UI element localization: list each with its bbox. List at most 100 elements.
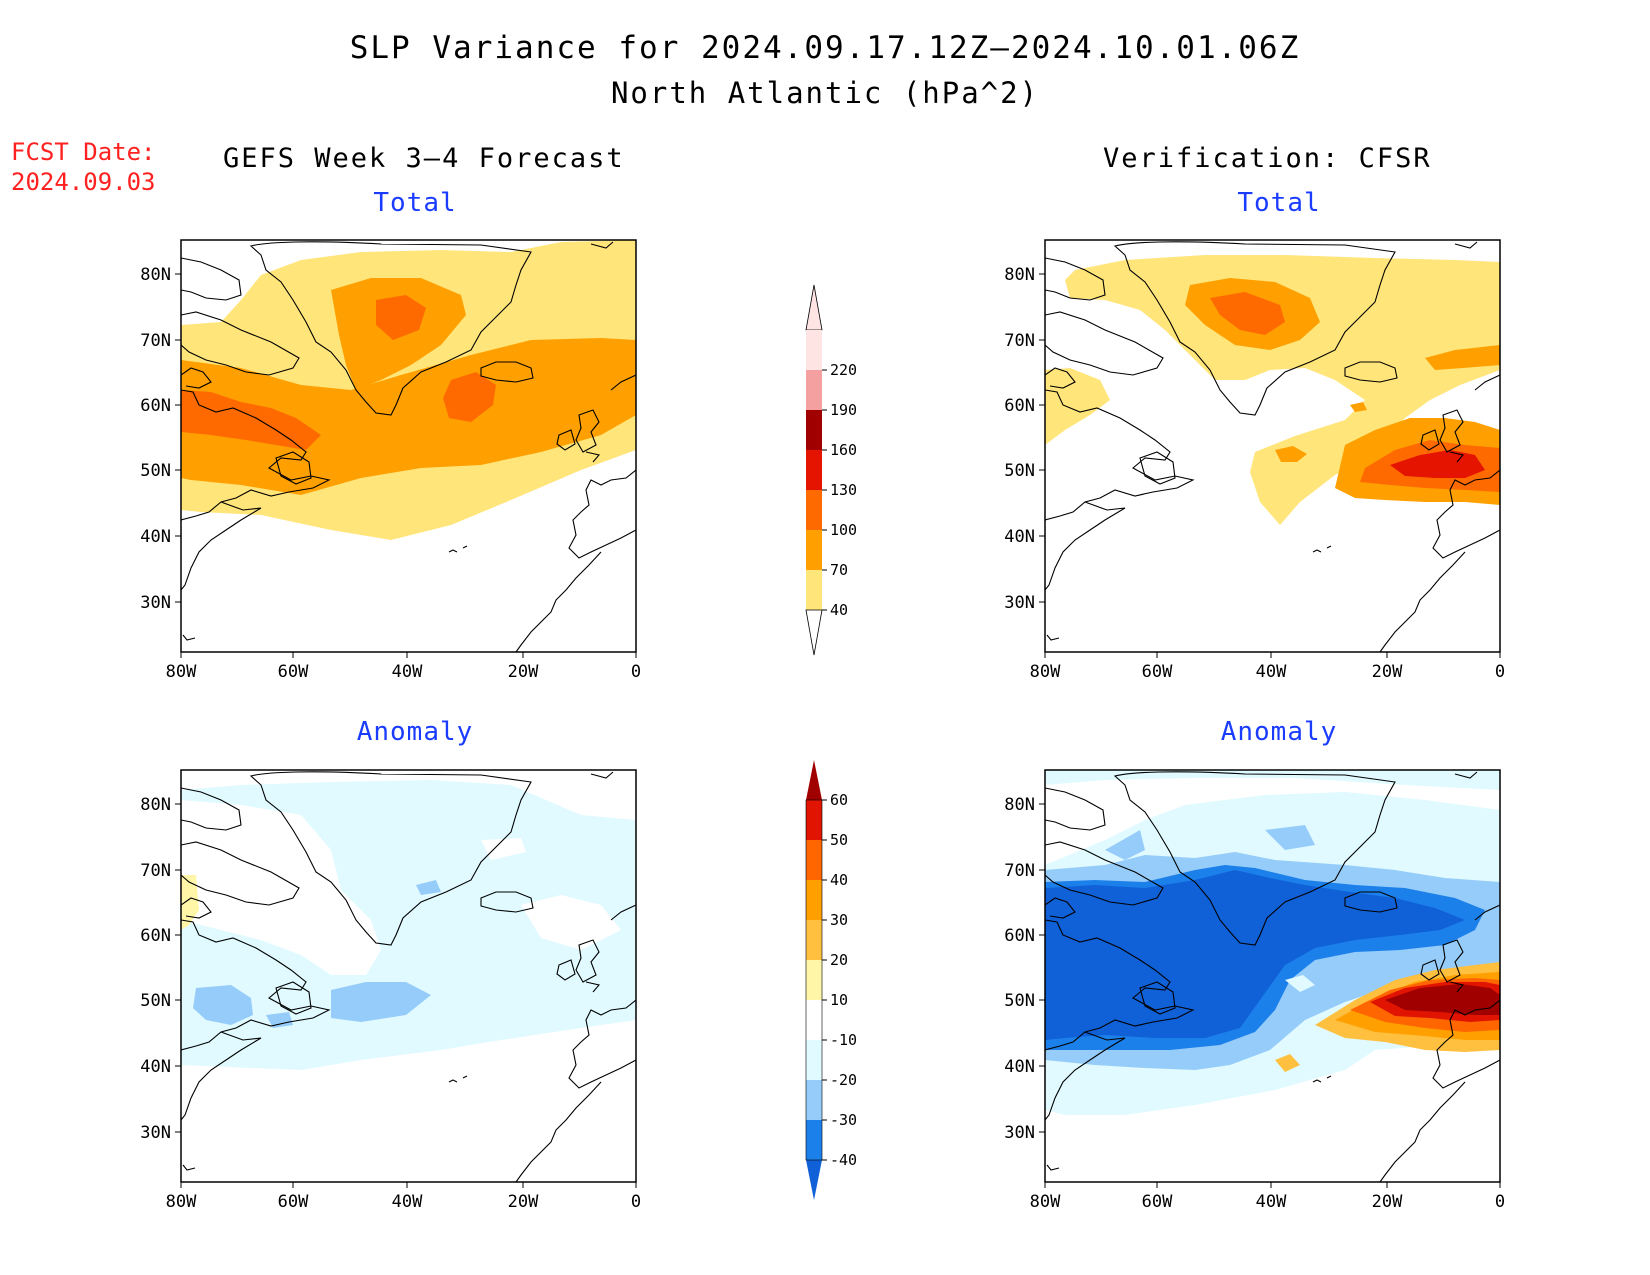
cfsr-anomaly-lon-label-80W: 80W bbox=[1030, 1192, 1061, 1212]
gefs-anomaly-shade-3 bbox=[181, 1020, 636, 1182]
cfsr-total-panel: 80N 70N 60N 50N 40N 30N 80W 60W 40W 20W 0 bbox=[1004, 239, 1505, 682]
gefs-anomaly-lon-label-80W: 80W bbox=[166, 1192, 197, 1212]
cfsr-total-lon-label-40W: 40W bbox=[1256, 662, 1287, 682]
anomaly-colorbar-box-4 bbox=[806, 920, 822, 960]
gefs-anomaly-shade-7 bbox=[416, 880, 441, 895]
total-colorbar-box-1 bbox=[806, 370, 822, 410]
gefs-total-shade-5 bbox=[181, 390, 321, 450]
anomaly-colorbar-top-arrow bbox=[806, 760, 822, 800]
cfsr-total-lat-label-30N: 30N bbox=[1004, 593, 1035, 613]
fcst-date-value: 2024.09.03 bbox=[11, 168, 156, 196]
cfsr-total-shade-0 bbox=[1065, 255, 1500, 525]
gefs-anomaly-frame bbox=[180, 769, 637, 1183]
total-colorbar-box-4 bbox=[806, 490, 822, 530]
gefs-total-lat-label-40N: 40N bbox=[140, 527, 171, 547]
total-colorbar-box-3 bbox=[806, 450, 822, 490]
cfsr-total-shade-7 bbox=[1210, 292, 1285, 335]
total-colorbar-label-5: 190 bbox=[830, 401, 857, 419]
cfsr-anomaly-shade-9 bbox=[1275, 1054, 1300, 1072]
main-title: SLP Variance for 2024.09.17.12Z–2024.10.… bbox=[349, 30, 1301, 66]
anomaly-colorbar: 60 50 40 30 20 10 -10 -20 -30 -40 bbox=[805, 760, 857, 1200]
gefs-anomaly-title: Anomaly bbox=[356, 717, 474, 747]
anomaly-colorbar-label-6: -10 bbox=[830, 1031, 857, 1049]
anomaly-colorbar-label-9: -40 bbox=[830, 1151, 857, 1169]
cfsr-anomaly-lat-label-40N: 40N bbox=[1004, 1057, 1035, 1077]
cfsr-anomaly-lon-label-20W: 20W bbox=[1372, 1192, 1403, 1212]
total-colorbar-box-0 bbox=[806, 330, 822, 370]
gefs-total-shade-4 bbox=[443, 372, 496, 422]
cfsr-total-lat-label-70N: 70N bbox=[1004, 331, 1035, 351]
anomaly-colorbar-box-8 bbox=[806, 1080, 822, 1120]
gefs-anomaly-lon-label-20W: 20W bbox=[508, 1192, 539, 1212]
cfsr-anomaly-shade-1 bbox=[1045, 770, 1500, 790]
gefs-total-lat-label-50N: 50N bbox=[140, 461, 171, 481]
cfsr-total-lon-label-20W: 20W bbox=[1372, 662, 1403, 682]
cfsr-anomaly-field bbox=[1045, 770, 1500, 1182]
gefs-total-lon-label-20W: 20W bbox=[508, 662, 539, 682]
gefs-heading: GEFS Week 3–4 Forecast bbox=[223, 143, 625, 174]
cfsr-total-frame bbox=[1044, 239, 1501, 653]
gefs-total-title: Total bbox=[373, 188, 457, 218]
total-colorbar-box-5 bbox=[806, 530, 822, 570]
cfsr-anomaly-lat-label-60N: 60N bbox=[1004, 926, 1035, 946]
gefs-total-lon-label-60W: 60W bbox=[278, 662, 309, 682]
gefs-anomaly-shade-4 bbox=[481, 838, 526, 860]
cfsr-anomaly-lon-label-0: 0 bbox=[1495, 1192, 1505, 1212]
anomaly-colorbar-label-5: 10 bbox=[830, 991, 848, 1009]
cfsr-anomaly-lon-label-40W: 40W bbox=[1256, 1192, 1287, 1212]
gefs-anomaly-shade-2 bbox=[521, 895, 621, 950]
gefs-anomaly-field bbox=[181, 770, 636, 1182]
cfsr-anomaly-shade-13 bbox=[1385, 984, 1500, 1015]
anomaly-colorbar-label-7: -20 bbox=[830, 1071, 857, 1089]
cfsr-total-shade-5 bbox=[1350, 402, 1367, 412]
cfsr-total-lat-label-60N: 60N bbox=[1004, 396, 1035, 416]
anomaly-colorbar-label-2: 40 bbox=[830, 871, 848, 889]
anomaly-colorbar-box-6 bbox=[806, 1000, 822, 1040]
total-colorbar-top-arrow bbox=[805, 284, 823, 331]
cfsr-anomaly-shade-4 bbox=[1265, 825, 1315, 850]
gefs-anomaly-shade-5 bbox=[193, 985, 253, 1025]
cfsr-anomaly-lat-label-80N: 80N bbox=[1004, 795, 1035, 815]
cfsr-anomaly-title: Anomaly bbox=[1220, 717, 1338, 747]
anomaly-colorbar-label-8: -30 bbox=[830, 1111, 857, 1129]
gefs-anomaly-lon-label-40W: 40W bbox=[392, 1192, 423, 1212]
cfsr-total-title: Total bbox=[1237, 188, 1321, 218]
gefs-anomaly-lat-label-70N: 70N bbox=[140, 861, 171, 881]
total-colorbar-label-0: 40 bbox=[830, 601, 848, 619]
cfsr-total-lat-label-50N: 50N bbox=[1004, 461, 1035, 481]
cfsr-total-lon-label-60W: 60W bbox=[1142, 662, 1173, 682]
gefs-anomaly-panel: 80N 70N 60N 50N 40N 30N 80W 60W 40W 20W 0 bbox=[140, 769, 641, 1212]
anomaly-colorbar-box-1 bbox=[806, 800, 822, 840]
cfsr-total-lat-label-40N: 40N bbox=[1004, 527, 1035, 547]
gefs-anomaly-lat-label-30N: 30N bbox=[140, 1123, 171, 1143]
total-colorbar-bottom-arrow bbox=[805, 609, 823, 656]
gefs-anomaly-lat-label-60N: 60N bbox=[140, 926, 171, 946]
anomaly-colorbar-box-7 bbox=[806, 1040, 822, 1080]
cfsr-anomaly-lon-label-60W: 60W bbox=[1142, 1192, 1173, 1212]
gefs-anomaly-shade-9 bbox=[181, 875, 199, 930]
anomaly-colorbar-box-2 bbox=[806, 840, 822, 880]
anomaly-colorbar-box-3 bbox=[806, 880, 822, 920]
anomaly-colorbar-box-9 bbox=[806, 1120, 822, 1160]
anomaly-colorbar-bottom-arrow bbox=[806, 1160, 822, 1200]
gefs-total-lat-label-30N: 30N bbox=[140, 593, 171, 613]
cfsr-total-shade-4 bbox=[1275, 446, 1307, 462]
anomaly-colorbar-frame bbox=[805, 799, 823, 1161]
anomaly-colorbar-box-5 bbox=[806, 960, 822, 1000]
anomaly-colorbar-label-4: 20 bbox=[830, 951, 848, 969]
gefs-total-field bbox=[181, 240, 636, 652]
cfsr-anomaly-lat-label-70N: 70N bbox=[1004, 861, 1035, 881]
cfsr-anomaly-shading bbox=[1045, 770, 1500, 1182]
cfsr-total-field bbox=[1045, 240, 1500, 652]
gefs-total-shade-1 bbox=[181, 338, 636, 495]
gefs-total-lon-label-80W: 80W bbox=[166, 662, 197, 682]
gefs-anomaly-lat-label-50N: 50N bbox=[140, 991, 171, 1011]
gefs-anomaly-shade-1 bbox=[181, 800, 381, 975]
total-colorbar-label-2: 100 bbox=[830, 521, 857, 539]
total-colorbar-box-2 bbox=[806, 410, 822, 450]
fcst-date-label: FCST Date: bbox=[11, 138, 156, 166]
cfsr-anomaly-frame bbox=[1044, 769, 1501, 1183]
cfsr-total-lat-label-80N: 80N bbox=[1004, 265, 1035, 285]
cfsr-anomaly-shade-7 bbox=[1285, 975, 1315, 992]
gefs-anomaly-lon-label-0: 0 bbox=[631, 1192, 641, 1212]
